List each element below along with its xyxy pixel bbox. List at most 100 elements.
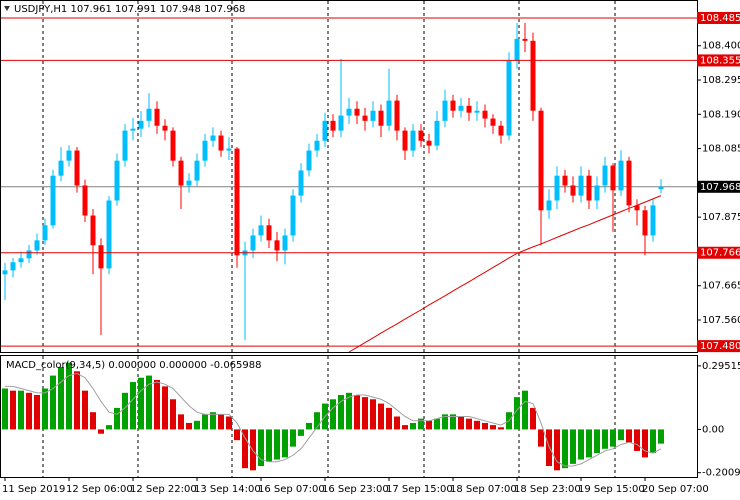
candle-body xyxy=(338,115,344,131)
candle-body xyxy=(402,130,408,151)
level-line-label: 108.485 xyxy=(700,13,740,24)
candle-body xyxy=(514,38,520,61)
symbol-icon xyxy=(4,6,10,11)
macd-bar xyxy=(562,429,568,469)
macd-bar xyxy=(2,388,8,430)
x-tick-label: 20 Sep 07:00 xyxy=(642,484,709,495)
candle-body xyxy=(82,185,88,216)
candle-body xyxy=(114,160,120,201)
macd-bar xyxy=(658,429,664,444)
macd-bar xyxy=(522,390,528,430)
candle-body xyxy=(258,225,264,236)
candle-body xyxy=(658,186,664,190)
macd-bar xyxy=(218,414,224,430)
y-tick-label: 108.295 xyxy=(702,75,740,86)
candle-body xyxy=(90,215,96,246)
macd-bar xyxy=(418,418,424,430)
macd-bar xyxy=(466,418,472,430)
candle-body xyxy=(346,108,352,116)
macd-bar xyxy=(642,429,648,458)
candle-body xyxy=(586,175,592,201)
candle-body xyxy=(122,130,128,161)
y-tick-label: 107.560 xyxy=(702,315,740,326)
candle-body xyxy=(10,262,16,271)
macd-bar xyxy=(618,429,624,441)
x-tick-label: 16 Sep 07:00 xyxy=(258,484,325,495)
candle-body xyxy=(458,105,464,111)
macd-bar xyxy=(362,397,368,430)
candle-body xyxy=(418,130,424,141)
candle-body xyxy=(66,150,72,161)
macd-bar xyxy=(514,397,520,430)
candle-body xyxy=(466,105,472,113)
candle-body xyxy=(154,108,160,126)
candle-body xyxy=(162,125,168,131)
macd-bar xyxy=(98,429,104,434)
macd-bar xyxy=(42,388,48,430)
candle-body xyxy=(538,110,544,211)
macd-bar xyxy=(402,425,408,430)
macd-bar xyxy=(162,386,168,430)
level-line-box xyxy=(697,340,740,353)
candle-body xyxy=(314,140,320,151)
level-line-label: 107.766 xyxy=(700,248,740,259)
candle-body xyxy=(354,108,360,116)
candle-body xyxy=(226,148,232,151)
candle-body xyxy=(626,160,632,206)
x-tick-label: 13 Sep 14:00 xyxy=(194,484,261,495)
main-pane xyxy=(0,0,698,353)
candle-body xyxy=(378,110,384,126)
macd-bar xyxy=(50,375,56,430)
macd-bar xyxy=(138,377,144,430)
macd-bar xyxy=(290,429,296,447)
x-tick-label: 12 Sep 06:00 xyxy=(66,484,133,495)
macd-bar xyxy=(194,420,200,430)
macd-bar xyxy=(634,429,640,451)
level-line-box xyxy=(697,54,740,67)
candle-body xyxy=(650,205,656,236)
level-line-box xyxy=(697,11,740,24)
candle-body xyxy=(130,128,136,131)
candle-body xyxy=(362,115,368,121)
candle-body xyxy=(266,225,272,241)
macd-bar xyxy=(170,399,176,430)
y-tick-label: 108.190 xyxy=(702,109,740,120)
candle-body xyxy=(554,175,560,201)
candle-body xyxy=(106,200,112,269)
macd-bar xyxy=(386,407,392,430)
macd-bar xyxy=(210,412,216,430)
moving-average xyxy=(348,195,662,353)
candle-body xyxy=(594,185,600,201)
macd-bar xyxy=(250,429,256,471)
x-tick-label: 12 Sep 22:00 xyxy=(130,484,197,495)
macd-bar xyxy=(18,390,24,430)
macd-bar xyxy=(442,414,448,430)
candle-body xyxy=(546,200,552,211)
candle-body xyxy=(282,235,288,251)
y-tick-label: 108.400 xyxy=(702,41,740,52)
level-line-label: 108.355 xyxy=(700,55,740,66)
macd-bar xyxy=(242,429,248,469)
candle-body xyxy=(2,270,8,275)
macd-bar xyxy=(354,394,360,430)
candle-body xyxy=(498,125,504,136)
candle-body xyxy=(642,210,648,236)
macd-bar xyxy=(298,429,304,436)
candle-body xyxy=(450,100,456,111)
macd-bar xyxy=(602,429,608,449)
candle-body xyxy=(138,120,144,129)
candle-body xyxy=(250,235,256,251)
macd-bar xyxy=(394,416,400,430)
macd-bar xyxy=(34,394,40,430)
x-tick-label: 18 Sep 07:00 xyxy=(450,484,517,495)
candle-body xyxy=(578,175,584,196)
plot-layer: 108.400 108.295 108.190 108.085 107.875 107.6… xyxy=(1,11,740,495)
macd-bar xyxy=(202,414,208,430)
macd-bar xyxy=(10,390,16,430)
macd-bar xyxy=(90,412,96,430)
macd-bar xyxy=(282,429,288,458)
macd-bar xyxy=(66,362,72,430)
macd-bar xyxy=(578,429,584,460)
candle-body xyxy=(610,165,616,191)
candle-body xyxy=(58,160,64,176)
